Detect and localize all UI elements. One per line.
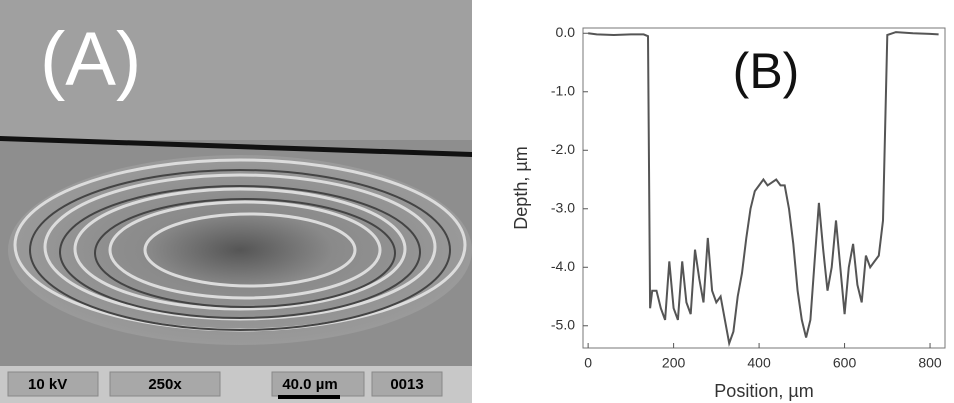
chart: 0.0 -1.0 -2.0 -3.0 -4.0 -5.0 0 200 400 600 800 Posi… [511,24,946,401]
data-line [587,31,939,348]
panel-label: (B) [733,43,800,99]
sem-edge [0,136,472,157]
panel-label: (A) [40,17,141,102]
y-tick-label: -2.0 [551,141,575,157]
sem-surface [0,0,472,140]
voltage: 10 kV [28,376,67,393]
frame-number: 0013 [390,376,423,393]
x-tick-label: 400 [747,355,771,371]
x-tick-label: 600 [833,355,857,371]
y-tick-label: -3.0 [551,199,575,215]
magnification: 250x [148,376,182,393]
x-tick-label: 800 [918,355,942,371]
y-tick-label: -4.0 [551,258,575,274]
plot-frame [582,27,946,349]
y-tick-label: -5.0 [551,316,575,332]
y-tick-label: -1.0 [551,82,575,98]
x-axis-title: Position, µm [714,381,813,401]
sem-image: 10 kV 250x 40.0 µm 0013 (A) [0,0,472,403]
sem-crater [8,155,472,345]
y-tick-label: 0.0 [556,24,576,40]
x-tick-label: 200 [662,355,686,371]
x-tick-label: 0 [584,355,592,371]
scale-length: 40.0 µm [282,376,337,393]
y-axis-title: Depth, µm [511,146,531,229]
sem-rings [13,158,467,332]
